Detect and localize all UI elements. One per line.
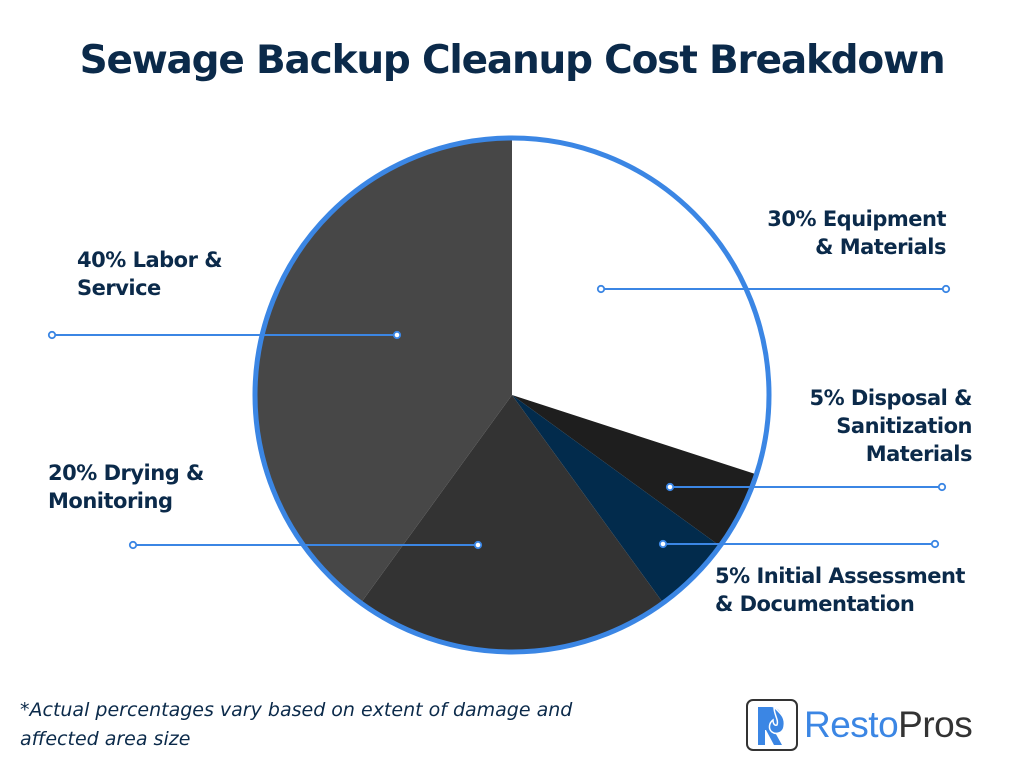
leader-dot xyxy=(937,482,947,492)
leader-dot xyxy=(658,539,668,549)
label-line: & Documentation xyxy=(715,592,915,616)
pie-slice-0 xyxy=(512,138,769,475)
label-line: 40% Labor & xyxy=(77,248,223,272)
label-drying: 20% Drying & Monitoring xyxy=(48,459,204,515)
leader-line xyxy=(596,284,951,294)
label-labor: 40% Labor & Service xyxy=(77,246,223,302)
leader-dot xyxy=(596,284,606,294)
label-disposal: 5% Disposal & Sanitization Materials xyxy=(809,384,972,468)
leader-line xyxy=(128,540,483,550)
leader-dot xyxy=(930,539,940,549)
label-line: Service xyxy=(77,276,161,300)
leader-line xyxy=(658,539,940,549)
label-line: Monitoring xyxy=(48,489,173,513)
label-line: & Materials xyxy=(815,235,946,259)
chart-title: Sewage Backup Cleanup Cost Breakdown xyxy=(79,38,946,83)
label-line: 30% Equipment xyxy=(767,207,946,231)
leader-dot xyxy=(128,540,138,550)
leader-line xyxy=(47,330,402,340)
pie-outline xyxy=(252,135,772,655)
leader-dot xyxy=(473,540,483,550)
label-line: 20% Drying & xyxy=(48,461,204,485)
label-line: 5% Disposal & xyxy=(809,386,972,410)
pie-slice-3 xyxy=(360,395,664,652)
footnote: *Actual percentages vary based on extent… xyxy=(20,696,660,754)
footnote-line: *Actual percentages vary based on extent… xyxy=(20,699,573,721)
label-assessment: 5% Initial Assessment & Documentation xyxy=(715,562,965,618)
logo-text: RestoPros xyxy=(804,704,973,745)
leader-dot xyxy=(392,330,402,340)
restopros-logo: RestoPros xyxy=(746,697,973,753)
leader-line xyxy=(665,482,947,492)
logo-mark-icon xyxy=(746,699,798,751)
leader-dot xyxy=(665,482,675,492)
leader-dot xyxy=(47,330,57,340)
pie-slice-2 xyxy=(512,395,720,603)
pie-slice-1 xyxy=(512,395,757,547)
label-line: Materials xyxy=(865,442,973,466)
leader-dot xyxy=(941,284,951,294)
label-equipment: 30% Equipment & Materials xyxy=(767,205,946,261)
footnote-line: affected area size xyxy=(20,728,191,750)
label-line: 5% Initial Assessment xyxy=(715,564,965,588)
pie-slice-4 xyxy=(255,138,512,603)
label-line: Sanitization xyxy=(836,414,972,438)
